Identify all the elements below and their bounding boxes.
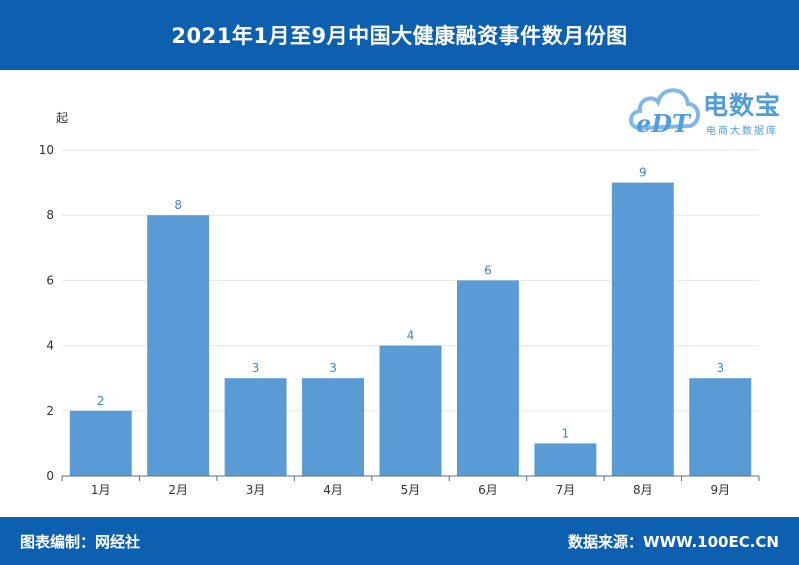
cloud-logo-icon: eDT [629, 88, 700, 138]
bar [302, 378, 365, 476]
y-tick-label: 8 [46, 208, 54, 222]
x-tick-label: 4月 [323, 483, 343, 497]
y-tick-label: 4 [46, 339, 54, 353]
footer-source: 数据来源：WWW.100EC.CN [568, 533, 779, 551]
logo: eDT 电数宝 电商大数据库 [626, 76, 796, 140]
logo-mark: eDT [636, 109, 692, 138]
y-tick-label: 6 [46, 273, 54, 287]
bars: 2 8 3 3 4 6 1 9 3 [69, 166, 752, 476]
y-axis-label: 起 [56, 111, 68, 125]
bar [456, 280, 519, 476]
data-label: 9 [639, 166, 647, 180]
y-tick-label: 10 [39, 143, 54, 157]
x-tick-label: 2月 [168, 483, 188, 497]
data-label: 3 [716, 361, 724, 375]
bar [69, 410, 132, 476]
x-axis: 1月 2月 3月 4月 5月 6月 7月 8月 9月 [61, 475, 760, 497]
bar [379, 345, 442, 476]
x-tick-label: 7月 [556, 483, 576, 497]
bar [611, 182, 674, 476]
y-tick-label: 2 [46, 404, 54, 418]
data-label: 6 [484, 263, 492, 277]
chart-title: 2021年1月至9月中国大健康融资事件数月份图 [171, 24, 628, 48]
logo-subtitle: 电商大数据库 [706, 126, 778, 137]
x-tick-label: 1月 [91, 483, 111, 497]
x-tick-label: 5月 [401, 483, 421, 497]
data-label: 1 [562, 426, 570, 440]
x-tick-label: 6月 [478, 483, 498, 497]
footer-banner: 图表编制：网经社 数据来源：WWW.100EC.CN [0, 517, 799, 565]
bar-chart: 起 0 2 4 6 8 10 2 8 3 3 4 6 1 9 3 1月 2月 3月 4月 5月 6月 7月 8月 9月 [39, 111, 760, 497]
data-label: 2 [97, 394, 105, 408]
data-label: 3 [329, 361, 337, 375]
bar [689, 378, 752, 476]
data-label: 3 [252, 361, 260, 375]
logo-brand: 电数宝 [703, 91, 782, 120]
x-tick-label: 8月 [633, 483, 653, 497]
bar [147, 215, 210, 476]
x-tick-label: 9月 [710, 483, 730, 497]
bar [534, 443, 597, 476]
bar [224, 378, 287, 476]
data-label: 8 [174, 198, 182, 212]
chart-title-banner: 2021年1月至9月中国大健康融资事件数月份图 [0, 0, 799, 70]
data-label: 4 [407, 329, 415, 343]
y-tick-label: 0 [46, 469, 54, 483]
x-tick-label: 3月 [246, 483, 266, 497]
footer-credit: 图表编制：网经社 [20, 533, 141, 551]
